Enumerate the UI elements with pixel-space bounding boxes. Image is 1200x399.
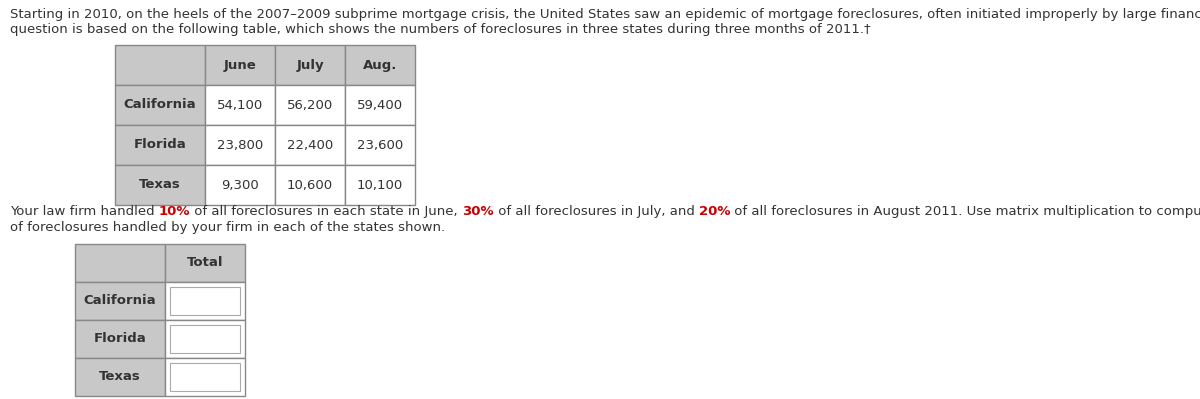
Text: July: July bbox=[296, 59, 324, 71]
Text: June: June bbox=[223, 59, 257, 71]
Text: 23,600: 23,600 bbox=[356, 138, 403, 152]
Text: of all foreclosures in July, and: of all foreclosures in July, and bbox=[494, 205, 698, 218]
Text: Texas: Texas bbox=[100, 371, 140, 383]
Text: Total: Total bbox=[187, 257, 223, 269]
Bar bbox=[205, 165, 275, 205]
Bar bbox=[205, 85, 275, 125]
Text: Texas: Texas bbox=[139, 178, 181, 192]
Bar bbox=[115, 45, 205, 85]
Bar bbox=[346, 85, 415, 125]
Bar bbox=[166, 358, 245, 396]
Bar bbox=[166, 244, 245, 282]
Bar bbox=[74, 244, 166, 282]
Text: Florida: Florida bbox=[133, 138, 186, 152]
Bar bbox=[346, 45, 415, 85]
Text: 10%: 10% bbox=[158, 205, 191, 218]
Text: 9,300: 9,300 bbox=[221, 178, 259, 192]
Bar bbox=[205, 45, 275, 85]
Bar bbox=[170, 363, 240, 391]
Text: 56,200: 56,200 bbox=[287, 99, 334, 111]
Text: Aug.: Aug. bbox=[362, 59, 397, 71]
Bar bbox=[275, 165, 346, 205]
Bar bbox=[275, 45, 346, 85]
Bar bbox=[166, 282, 245, 320]
Text: 30%: 30% bbox=[462, 205, 494, 218]
Bar bbox=[205, 125, 275, 165]
Bar bbox=[170, 325, 240, 353]
Bar bbox=[115, 85, 205, 125]
Bar bbox=[74, 358, 166, 396]
Bar bbox=[74, 320, 166, 358]
Text: 59,400: 59,400 bbox=[356, 99, 403, 111]
Bar bbox=[346, 125, 415, 165]
Text: 23,800: 23,800 bbox=[217, 138, 263, 152]
Text: Starting in 2010, on the heels of the 2007–2009 subprime mortgage crisis, the Un: Starting in 2010, on the heels of the 20… bbox=[10, 8, 1200, 36]
Text: 22,400: 22,400 bbox=[287, 138, 334, 152]
Text: California: California bbox=[84, 294, 156, 308]
Bar bbox=[170, 287, 240, 315]
Text: Your law firm handled: Your law firm handled bbox=[10, 205, 158, 218]
Bar bbox=[115, 165, 205, 205]
Text: of all foreclosures in August 2011. Use matrix multiplication to compute the tot: of all foreclosures in August 2011. Use … bbox=[731, 205, 1200, 218]
Bar bbox=[275, 125, 346, 165]
Text: California: California bbox=[124, 99, 197, 111]
Bar bbox=[166, 320, 245, 358]
Text: of all foreclosures in each state in June,: of all foreclosures in each state in Jun… bbox=[191, 205, 462, 218]
Bar bbox=[346, 165, 415, 205]
Text: 10,100: 10,100 bbox=[356, 178, 403, 192]
Text: 10,600: 10,600 bbox=[287, 178, 334, 192]
Text: 54,100: 54,100 bbox=[217, 99, 263, 111]
Bar bbox=[275, 85, 346, 125]
Bar bbox=[115, 125, 205, 165]
Bar bbox=[74, 282, 166, 320]
Text: of foreclosures handled by your firm in each of the states shown.: of foreclosures handled by your firm in … bbox=[10, 221, 445, 234]
Text: 20%: 20% bbox=[698, 205, 731, 218]
Text: Florida: Florida bbox=[94, 332, 146, 346]
